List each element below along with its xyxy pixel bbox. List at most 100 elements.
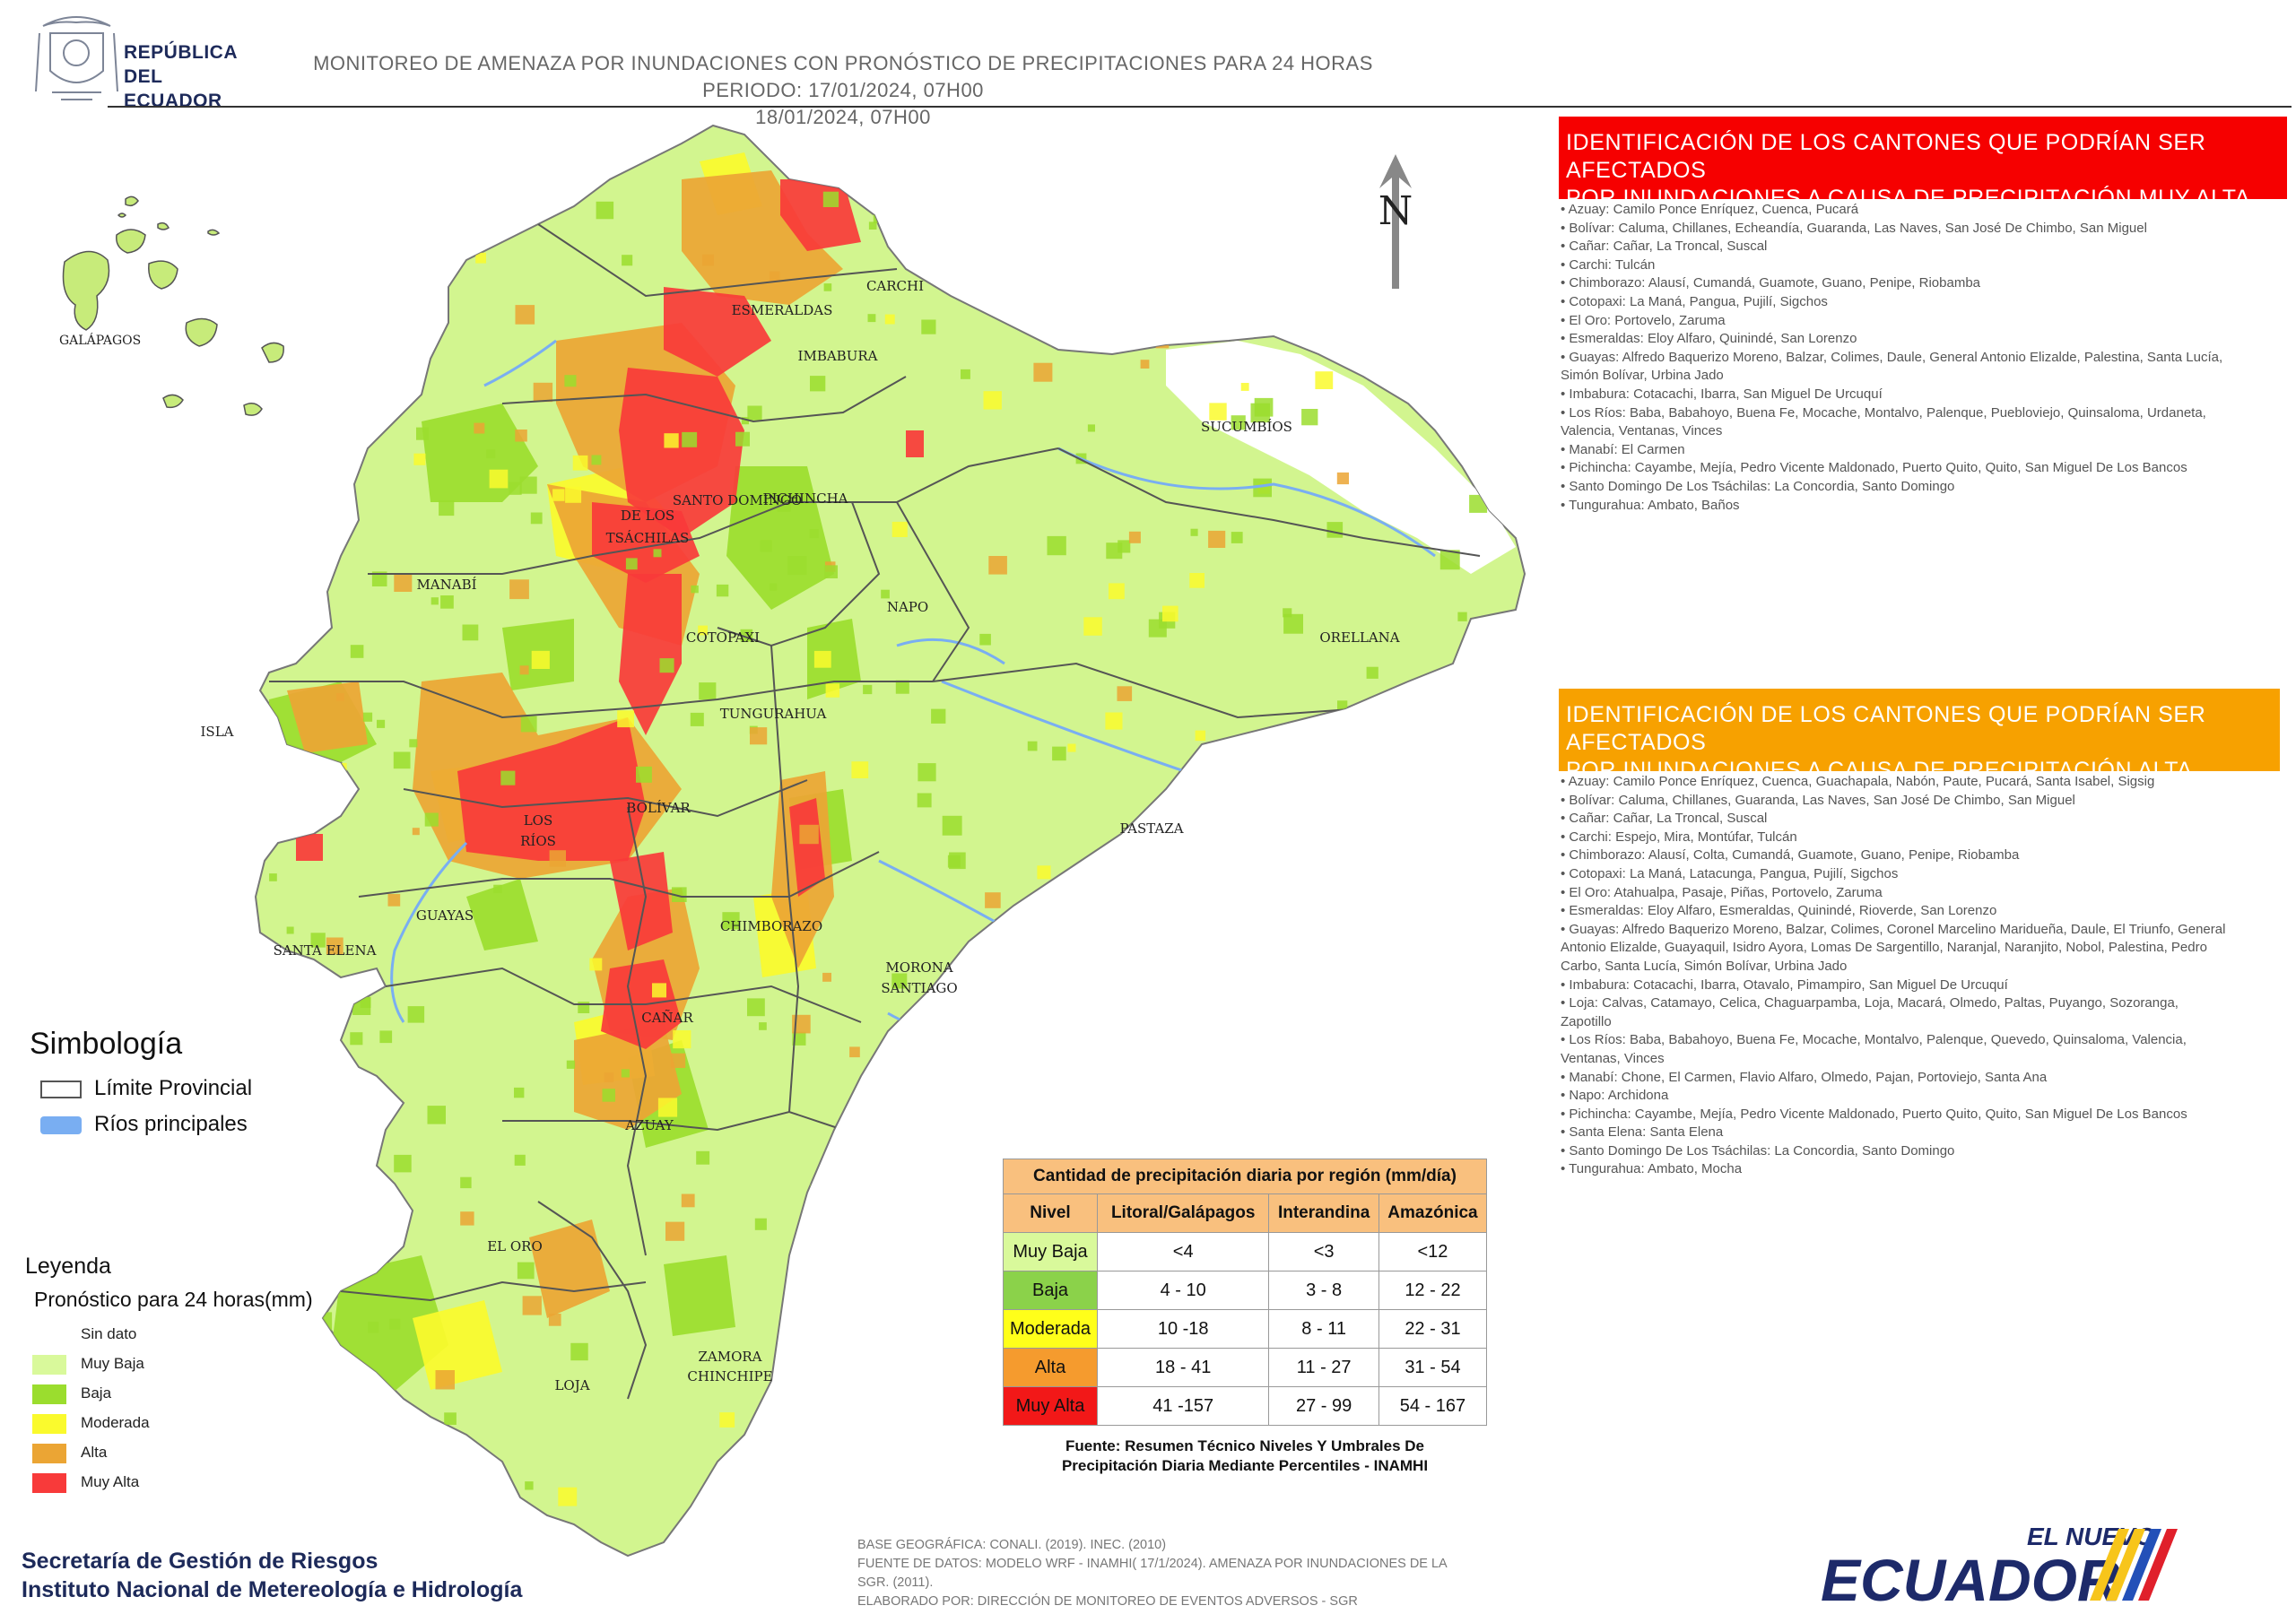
canton-list-item: • Tungurahua: Ambato, Baños [1561, 497, 1740, 513]
symbology-item-limite: Límite Provincial [40, 1076, 252, 1101]
value-cell: 22 - 31 [1378, 1309, 1488, 1349]
legend-item-muy-baja: Muy Baja [32, 1353, 144, 1375]
canton-list-item: • Cotopaxi: La Maná, Latacunga, Pangua, … [1561, 865, 1899, 881]
legend-item-baja: Baja [32, 1383, 111, 1404]
value-cell: 54 - 167 [1378, 1386, 1488, 1426]
title-line1: MONITOREO DE AMENAZA POR INUNDACIONES CO… [313, 52, 1373, 101]
legend-label: Moderada [81, 1414, 150, 1431]
province-label: IMBABURA [798, 348, 878, 364]
province-label: GUAYAS [416, 907, 474, 924]
canton-list-item: • Chimborazo: Alausí, Cumandá, Guamote, … [1561, 275, 1981, 291]
symbology-label: Límite Provincial [94, 1076, 253, 1100]
province-label: TSÁCHILAS [606, 530, 690, 546]
province-label: DE LOS [621, 508, 674, 524]
legend-subtitle: Pronóstico para 24 horas(mm) [34, 1288, 313, 1311]
canton-list-item: • Los Ríos: Baba, Babahoyo, Buena Fe, Mo… [1561, 1032, 2187, 1048]
province-label: EL ORO [487, 1238, 543, 1254]
province-label: MORONA [885, 959, 952, 976]
header-cell: Litoral/Galápagos [1096, 1193, 1270, 1233]
page-title: MONITOREO DE AMENAZA POR INUNDACIONES CO… [305, 50, 1381, 131]
canton-list-item: • Chimborazo: Alausí, Colta, Cumandá, Gu… [1561, 847, 2020, 864]
muy-alta-panel-header: IDENTIFICACIÓN DE LOS CANTONES QUE PODRÍ… [1559, 117, 2287, 211]
source-line2: Precipitación Diaria Mediante Percentile… [1061, 1457, 1429, 1474]
canton-list-item: • Manabí: Chone, El Carmen, Flavio Alfar… [1561, 1069, 2048, 1085]
province-label: CARCHI [866, 278, 924, 294]
table-row: Alta 18 - 41 11 - 27 31 - 54 [1003, 1348, 1488, 1387]
canton-list-item: • Napo: Archidona [1561, 1088, 1669, 1104]
canton-list-item: • Esmeraldas: Eloy Alfaro, Esmeraldas, Q… [1561, 903, 1997, 919]
alta-heading-line2: POR INUNDACIONES A CAUSA DE PRECIPITACIÓ… [1566, 758, 2193, 783]
organization-footer: Secretaría de Gestión de Riesgos Institu… [22, 1547, 522, 1604]
canton-list-item: • Azuay: Camilo Ponce Enríquez, Cuenca, … [1561, 774, 2155, 789]
header-cell: Nivel [1003, 1193, 1098, 1233]
north-arrow-icon: N [1378, 154, 1413, 289]
canton-list-item: • Pichincha: Cayambe, Mejía, Pedro Vicen… [1561, 1106, 2187, 1122]
province-label: RÍOS [520, 833, 556, 849]
province-label: PICHINCHA [762, 490, 848, 507]
level-cell: Baja [1003, 1271, 1098, 1310]
canton-list-item: • Carchi: Tulcán [1561, 256, 1656, 273]
canton-list-item: • Santo Domingo De Los Tsáchilas: La Con… [1561, 1142, 1955, 1159]
ecuador-map: CARCHI ESMERALDAS IMBABURA SUCUMBÍOS SANTO D… [62, 124, 1526, 1558]
canton-list-item: • Guayas: Alfredo Baquerizo Moreno, Balz… [1561, 921, 2226, 937]
value-cell: 10 -18 [1096, 1309, 1270, 1349]
value-cell: 18 - 41 [1096, 1348, 1270, 1387]
canton-list-item: • Tungurahua: Ambato, Mocha [1561, 1161, 1743, 1177]
org-line1: Secretaría de Gestión de Riesgos [22, 1549, 378, 1574]
canton-list-item: Valencia, Ventanas, Vinces [1561, 423, 1723, 439]
table-row: Moderada 10 -18 8 - 11 22 - 31 [1003, 1309, 1488, 1349]
alta-panel-header: IDENTIFICACIÓN DE LOS CANTONES QUE PODRÍ… [1559, 689, 2280, 783]
canton-list-item: • Los Ríos: Baba, Babahoyo, Buena Fe, Mo… [1561, 404, 2206, 421]
province-label: CHINCHIPE [687, 1368, 772, 1384]
legend-label: Sin dato [81, 1325, 137, 1342]
brand-main: ECUADOR [1821, 1547, 2120, 1613]
title-line2: 18/01/2024, 07H00 [755, 106, 931, 128]
table-header-row: Nivel Litoral/Galápagos Interandina Amaz… [1003, 1193, 1488, 1233]
canton-list-item: • Carchi: Espejo, Mira, Montúfar, Tulcán [1561, 829, 1797, 845]
legend-label: Muy Baja [81, 1355, 144, 1372]
symbology-title: Simbología [30, 1027, 183, 1061]
table-row: Baja 4 - 10 3 - 8 12 - 22 [1003, 1271, 1488, 1310]
province-label: ISLA [201, 724, 234, 740]
canton-list-item: Simón Bolívar, Urbina Jado [1561, 368, 1724, 384]
coat-of-arms-icon [35, 16, 118, 100]
forecast-legend: Leyenda Pronóstico para 24 horas(mm) Sin… [25, 1254, 366, 1505]
canton-list-item: • Guayas: Alfredo Baquerizo Moreno, Balz… [1561, 349, 2223, 365]
value-cell: <12 [1378, 1232, 1488, 1271]
legend-swatch [32, 1384, 66, 1404]
canton-list-item: • Bolívar: Caluma, Chillanes, Guaranda, … [1561, 792, 2075, 808]
legend-item-sin-dato: Sin dato [32, 1324, 136, 1345]
header-divider [108, 106, 2292, 108]
canton-list-item: • Santa Elena: Santa Elena [1561, 1124, 1724, 1141]
muy-alta-heading-line2: POR INUNDACIONES A CAUSA DE PRECIPITACIÓ… [1566, 186, 2251, 211]
meta-line2: FUENTE DE DATOS: MODELO WRF - INAMHI( 17… [857, 1557, 1448, 1571]
province-label: ZAMORA [698, 1349, 761, 1365]
level-cell: Alta [1003, 1348, 1098, 1387]
legend-item-alta: Alta [32, 1442, 107, 1463]
province-label: SUCUMBÍOS [1201, 419, 1292, 435]
legend-label: Baja [81, 1384, 112, 1402]
level-cell: Muy Baja [1003, 1232, 1098, 1271]
org-line2: Instituto Nacional de Metereología e Hid… [22, 1577, 523, 1602]
symbology-label: Ríos principales [94, 1112, 248, 1136]
value-cell: 41 -157 [1096, 1386, 1270, 1426]
canton-list-item: • El Oro: Portovelo, Zaruma [1561, 312, 1726, 328]
canton-list-item: • Manabí: El Carmen [1561, 441, 1685, 457]
canton-list-item: • Loja: Calvas, Catamayo, Celica, Chagua… [1561, 995, 2179, 1011]
legend-title: Leyenda [25, 1254, 111, 1279]
value-cell: 3 - 8 [1268, 1271, 1379, 1310]
province-label: COTOPAXI [686, 629, 760, 646]
province-label: LOJA [554, 1377, 589, 1393]
rivers-swatch [40, 1115, 82, 1134]
province-label: LOS [524, 812, 553, 829]
el-nuevo-ecuador-logo: EL NUEVO ECUADOR [1821, 1523, 2178, 1613]
table-row: Muy Baja <4 <3 <12 [1003, 1232, 1488, 1271]
value-cell: <4 [1096, 1232, 1270, 1271]
value-cell: 27 - 99 [1268, 1386, 1379, 1426]
canton-list-item: • Azuay: Camilo Ponce Enríquez, Cuenca, … [1561, 202, 1859, 217]
canton-list-item: • Imbabura: Cotacachi, Ibarra, Otavalo, … [1561, 976, 2008, 993]
canton-list-item: • Cañar: Cañar, La Troncal, Suscal [1561, 811, 1768, 827]
province-label: MANABÍ [416, 577, 476, 593]
province-label: SANTA ELENA [274, 942, 377, 959]
meta-line1: BASE GEOGRÁFICA: CONALI. (2019). INEC. (… [857, 1538, 1167, 1552]
